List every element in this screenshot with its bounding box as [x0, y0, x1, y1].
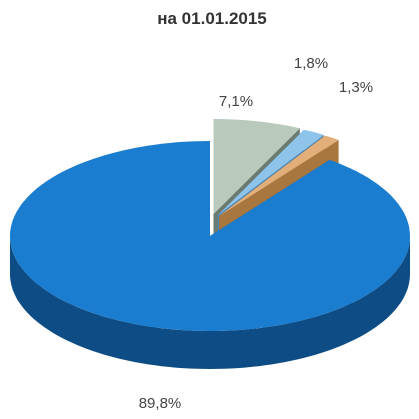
chart-title: на 01.01.2015: [157, 9, 267, 28]
slice-wall: [10, 236, 410, 369]
data-label: 1,8%: [294, 55, 328, 72]
slice: [213, 119, 300, 214]
data-label: 7,1%: [219, 93, 253, 110]
slice: [219, 135, 339, 217]
slice: [10, 141, 410, 331]
data-label: 1,3%: [339, 79, 373, 96]
data-label: 89,8%: [139, 395, 182, 412]
slice: [217, 129, 324, 216]
